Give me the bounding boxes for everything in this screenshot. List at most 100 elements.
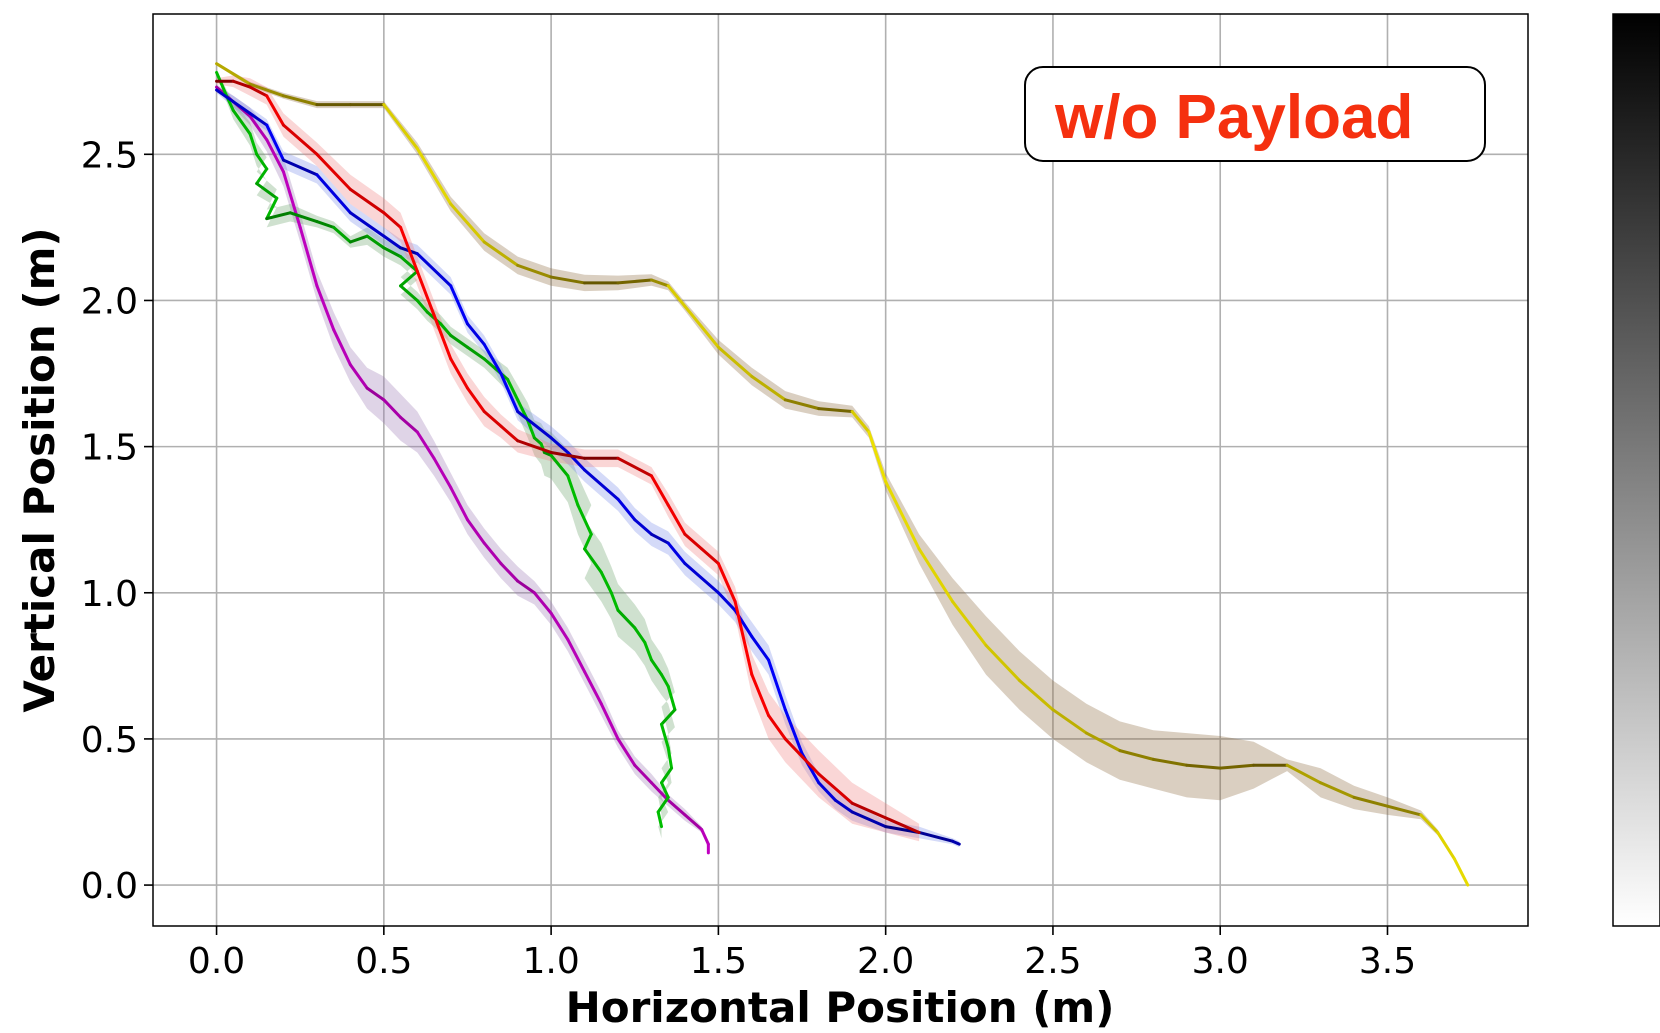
x-tick-label: 3.0 <box>1192 941 1249 982</box>
segment-purple <box>248 114 269 142</box>
segment-brown <box>666 284 687 308</box>
y-tick-label: 1.0 <box>81 574 138 615</box>
segment-blue <box>683 562 720 595</box>
segment-purple <box>432 456 453 490</box>
segment-red <box>315 152 352 191</box>
segment-brown <box>1452 857 1470 887</box>
segment-brown <box>516 263 553 279</box>
segment-brown <box>850 410 871 434</box>
segment-green <box>660 673 670 688</box>
segment-purple <box>683 813 704 832</box>
segment-red <box>248 85 269 98</box>
segment-blue <box>951 839 961 846</box>
segment-green <box>660 722 670 750</box>
segment-red <box>700 547 720 566</box>
segment-purple <box>516 579 536 595</box>
segment-purple <box>599 702 620 741</box>
segment-green <box>549 453 570 478</box>
segment-green <box>576 503 593 536</box>
segment-brown <box>783 398 821 411</box>
y-tick-label: 0.0 <box>81 866 138 907</box>
segment-blue <box>783 708 804 756</box>
segment-brown <box>683 304 720 349</box>
segment-green <box>656 810 664 829</box>
segment-red <box>716 562 737 604</box>
segment-green <box>599 570 613 595</box>
trajectory-lines <box>215 62 1470 887</box>
x-tick-label: 2.0 <box>857 941 914 982</box>
colorbar <box>1612 13 1660 927</box>
segment-red <box>666 503 687 536</box>
segment-red <box>231 79 252 89</box>
segment-red <box>516 439 553 454</box>
segment-green <box>365 234 386 250</box>
segment-blue <box>583 468 620 501</box>
segment-brown <box>1084 731 1122 753</box>
segment-green <box>616 608 637 630</box>
segment-red <box>649 474 670 507</box>
segment-red <box>432 313 453 361</box>
segment-brown <box>215 62 252 86</box>
segment-brown <box>716 345 754 378</box>
segment-green <box>449 334 469 349</box>
segment-brown <box>1352 795 1389 808</box>
segment-red <box>850 801 888 820</box>
segment-brown <box>1436 830 1456 861</box>
segment-green <box>583 547 603 574</box>
x-tick-label: 2.5 <box>1024 941 1081 982</box>
segment-brown <box>415 146 453 206</box>
segment-green <box>315 220 336 229</box>
segment-brown <box>449 202 486 244</box>
x-tick-label: 1.0 <box>522 941 579 982</box>
segment-green <box>332 225 352 244</box>
segment-blue <box>382 234 403 250</box>
segment-brown <box>817 407 854 414</box>
segment-blue <box>348 211 386 238</box>
annotation-frame <box>1024 66 1486 162</box>
segment-green <box>399 284 419 302</box>
segment-blue <box>265 123 285 162</box>
segment-green <box>566 474 580 507</box>
segment-green <box>649 658 664 677</box>
plot-frame <box>152 13 1529 927</box>
segment-blue <box>666 541 687 566</box>
y-tick-label: 2.0 <box>81 281 138 322</box>
series-red <box>215 79 921 834</box>
segment-green <box>482 357 510 381</box>
segment-brown <box>1419 813 1440 834</box>
segment-red <box>616 456 653 478</box>
segment-purple <box>616 737 637 767</box>
segment-purple <box>382 398 403 419</box>
segment-brown <box>1151 757 1189 767</box>
segment-brown <box>1051 708 1088 735</box>
segment-blue <box>415 252 453 288</box>
segment-green <box>439 322 453 338</box>
segment-brown <box>616 278 653 285</box>
segment-red <box>884 816 921 834</box>
segment-green <box>660 781 670 799</box>
segment-blue <box>750 635 771 662</box>
segment-green <box>265 211 292 221</box>
band-red <box>216 75 920 842</box>
segment-purple <box>482 541 503 566</box>
segment-red <box>817 772 854 805</box>
segment-blue <box>549 436 570 454</box>
x-tick-label: 0.5 <box>355 941 412 982</box>
segment-red <box>265 94 285 127</box>
segment-green <box>231 108 252 136</box>
segment-red <box>482 410 503 428</box>
segment-blue <box>449 284 469 326</box>
series-blue <box>215 88 961 846</box>
segment-purple <box>499 562 520 583</box>
segment-green <box>348 234 369 244</box>
segment-brown <box>1118 749 1155 761</box>
segment-brown <box>1218 763 1256 770</box>
segment-purple <box>549 611 570 642</box>
segment-purple <box>449 486 469 522</box>
y-tick-label: 1.5 <box>81 428 138 469</box>
segment-green <box>666 746 674 770</box>
confidence-bands <box>216 62 1468 886</box>
series-brown <box>215 62 1470 887</box>
segment-brown <box>382 103 419 150</box>
x-axis-label: Horizontal Position (m) <box>566 983 1115 1032</box>
